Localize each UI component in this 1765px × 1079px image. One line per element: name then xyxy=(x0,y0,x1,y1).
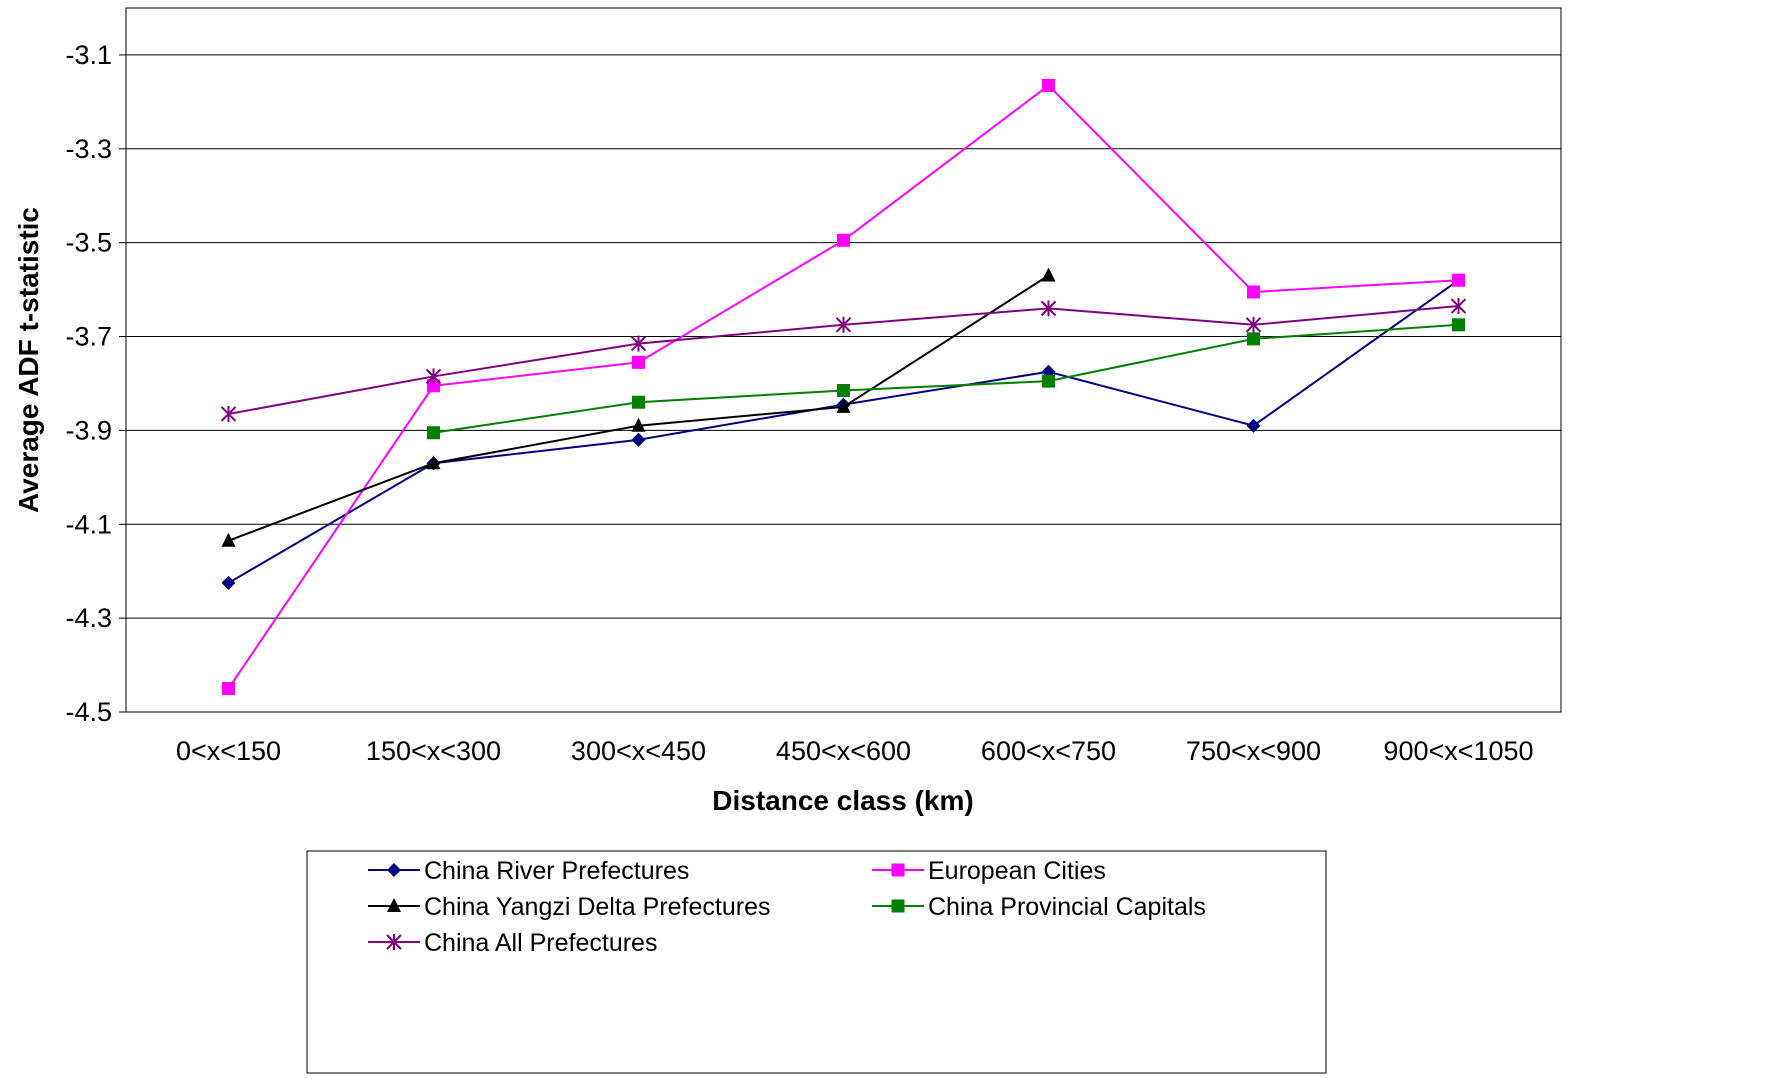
series-european-cities xyxy=(222,78,1465,696)
series-china-yangzi-delta-prefectures xyxy=(221,267,1056,547)
y-tick-label: -4.3 xyxy=(65,603,112,633)
y-tick-label: -3.3 xyxy=(65,134,112,164)
x-axis-tick-labels: 0<x<150 150<x<300 300<x<450 450<x<600 600<x<… xyxy=(176,736,1534,766)
data-point xyxy=(1452,273,1465,287)
data-point xyxy=(836,398,851,413)
x-tick-label: 750<x<900 xyxy=(1186,736,1321,766)
x-tick-label: 600<x<750 xyxy=(981,736,1116,766)
data-point xyxy=(632,395,645,409)
legend-item-china-river-prefectures: China River Prefectures xyxy=(368,857,689,885)
gridlines xyxy=(119,54,1561,713)
data-point xyxy=(427,379,440,393)
data-point xyxy=(427,426,440,440)
y-tick-label: -4.5 xyxy=(65,697,112,727)
y-tick-label: -3.9 xyxy=(65,415,112,445)
data-point xyxy=(837,384,850,398)
legend: China River Prefectures European Cities Ch… xyxy=(306,850,1327,1074)
legend-box xyxy=(306,850,1327,1074)
legend-label: China Provincial Capitals xyxy=(928,893,1206,921)
legend-label: China River Prefectures xyxy=(424,857,689,885)
y-axis-title: Average ADF t-statistic xyxy=(13,207,44,513)
y-tick-label: -3.5 xyxy=(65,228,112,258)
data-point xyxy=(222,682,235,696)
plot-area-frame xyxy=(125,7,1562,713)
data-point xyxy=(1041,267,1056,282)
data-point xyxy=(1247,332,1260,346)
x-tick-label: 900<x<1050 xyxy=(1383,736,1533,766)
x-tick-label: 150<x<300 xyxy=(366,736,501,766)
data-point xyxy=(631,417,646,432)
data-point xyxy=(837,233,850,247)
series-group xyxy=(220,78,1467,696)
data-point xyxy=(1246,418,1261,433)
data-point xyxy=(1042,374,1055,388)
data-point xyxy=(221,532,236,547)
legend-item-china-provincial-capitals: China Provincial Capitals xyxy=(872,893,1206,921)
legend-swatch-marker xyxy=(387,898,401,912)
y-axis-tick-labels: -3.1 -3.3 -3.5 -3.7 -3.9 -4.1 -4.3 -4.5 xyxy=(65,40,112,727)
legend-label: China Yangzi Delta Prefectures xyxy=(424,893,770,921)
data-point xyxy=(220,405,237,422)
x-tick-label: 450<x<600 xyxy=(776,736,911,766)
data-point xyxy=(426,455,441,470)
x-axis-title: Distance class (km) xyxy=(712,785,973,816)
y-tick-label: -3.7 xyxy=(65,322,112,352)
data-point xyxy=(221,575,236,590)
data-point xyxy=(1245,316,1262,333)
legend-item-european-cities: European Cities xyxy=(872,857,1106,885)
series-china-provincial-capitals xyxy=(427,318,1465,440)
data-point xyxy=(835,316,852,333)
data-point xyxy=(1042,78,1055,92)
legend-swatch-marker xyxy=(387,863,401,877)
data-point xyxy=(1247,285,1260,299)
data-point xyxy=(632,355,645,369)
data-point xyxy=(1450,298,1467,315)
legend-label: European Cities xyxy=(928,857,1106,885)
data-point xyxy=(630,335,647,352)
series-line-china-provincial-capitals xyxy=(433,323,1459,434)
data-point xyxy=(631,432,646,447)
legend-label: China All Prefectures xyxy=(424,929,657,957)
legend-swatch-marker xyxy=(386,934,402,950)
x-tick-label: 300<x<450 xyxy=(571,736,706,766)
data-point xyxy=(425,368,442,385)
data-point xyxy=(1452,318,1465,332)
y-tick-label: -3.1 xyxy=(65,40,112,70)
y-tick-label: -4.1 xyxy=(65,509,112,539)
legend-swatch-marker xyxy=(891,863,905,877)
legend-item-china-all-prefectures: China All Prefectures xyxy=(368,929,657,957)
legend-swatch-marker xyxy=(891,899,905,913)
series-china-all-prefectures xyxy=(220,298,1467,422)
legend-item-china-yangzi-delta-prefectures: China Yangzi Delta Prefectures xyxy=(368,893,770,921)
data-point xyxy=(1040,300,1057,317)
x-tick-label: 0<x<150 xyxy=(176,736,281,766)
